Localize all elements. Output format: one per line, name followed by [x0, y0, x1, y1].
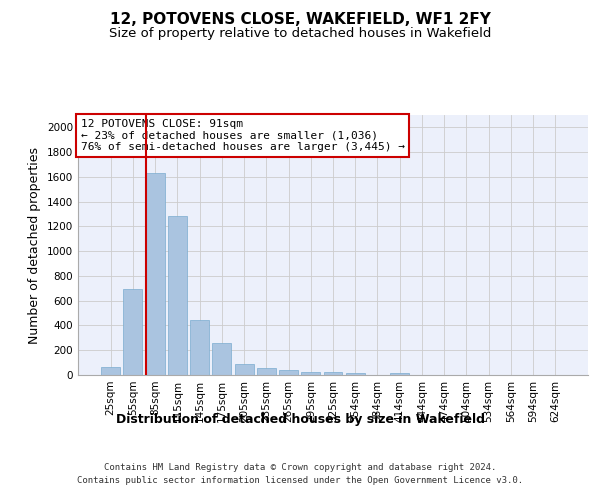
Bar: [279, 370, 298, 375]
Text: Contains public sector information licensed under the Open Government Licence v3: Contains public sector information licen…: [77, 476, 523, 485]
Text: Distribution of detached houses by size in Wakefield: Distribution of detached houses by size …: [115, 412, 485, 426]
Bar: [146, 172, 164, 375]
Text: 12 POTOVENS CLOSE: 91sqm
← 23% of detached houses are smaller (1,036)
76% of sem: 12 POTOVENS CLOSE: 91sqm ← 23% of detach…: [80, 119, 404, 152]
Bar: [301, 372, 320, 375]
Bar: [323, 372, 343, 375]
Text: Contains HM Land Registry data © Crown copyright and database right 2024.: Contains HM Land Registry data © Crown c…: [104, 462, 496, 471]
Bar: [190, 320, 209, 375]
Bar: [212, 344, 231, 375]
Bar: [346, 373, 365, 375]
Text: Size of property relative to detached houses in Wakefield: Size of property relative to detached ho…: [109, 28, 491, 40]
Bar: [168, 216, 187, 375]
Bar: [124, 289, 142, 375]
Bar: [101, 367, 120, 375]
Bar: [390, 372, 409, 375]
Text: 12, POTOVENS CLOSE, WAKEFIELD, WF1 2FY: 12, POTOVENS CLOSE, WAKEFIELD, WF1 2FY: [110, 12, 490, 28]
Bar: [235, 364, 254, 375]
Bar: [257, 368, 276, 375]
Y-axis label: Number of detached properties: Number of detached properties: [28, 146, 41, 344]
